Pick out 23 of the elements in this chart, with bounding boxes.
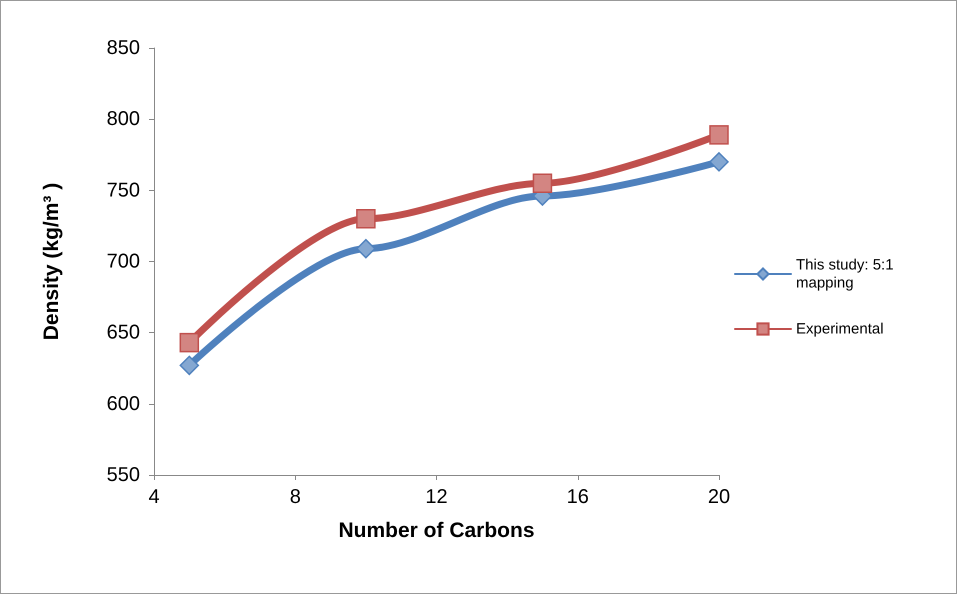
y-axis-title: Density (kg/m³ ) xyxy=(40,182,63,340)
x-tick-label: 16 xyxy=(566,486,589,508)
y-tick-label: 750 xyxy=(106,179,140,202)
y-tick-label: 850 xyxy=(106,37,140,59)
x-tick-label: 20 xyxy=(708,486,730,508)
point xyxy=(180,332,200,352)
y-tick-label: 800 xyxy=(106,108,140,130)
point xyxy=(709,152,729,172)
y-tick-label: 550 xyxy=(106,464,140,486)
y-tick-label: 600 xyxy=(106,392,140,415)
x-tick-label: 8 xyxy=(290,486,301,508)
point xyxy=(532,173,552,193)
point xyxy=(709,125,729,145)
y-tick-label: 700 xyxy=(106,250,140,272)
point xyxy=(180,356,200,376)
x-axis-title: Number of Carbons xyxy=(338,519,535,542)
x-tick-label: 12 xyxy=(425,486,448,508)
legend-label: This study: 5:1 mapping xyxy=(796,256,898,292)
y-tick-label: 650 xyxy=(106,322,140,344)
legend-label: Experimental xyxy=(796,320,884,338)
point xyxy=(356,238,376,258)
x-tick-label: 4 xyxy=(148,486,160,508)
point xyxy=(356,209,376,229)
